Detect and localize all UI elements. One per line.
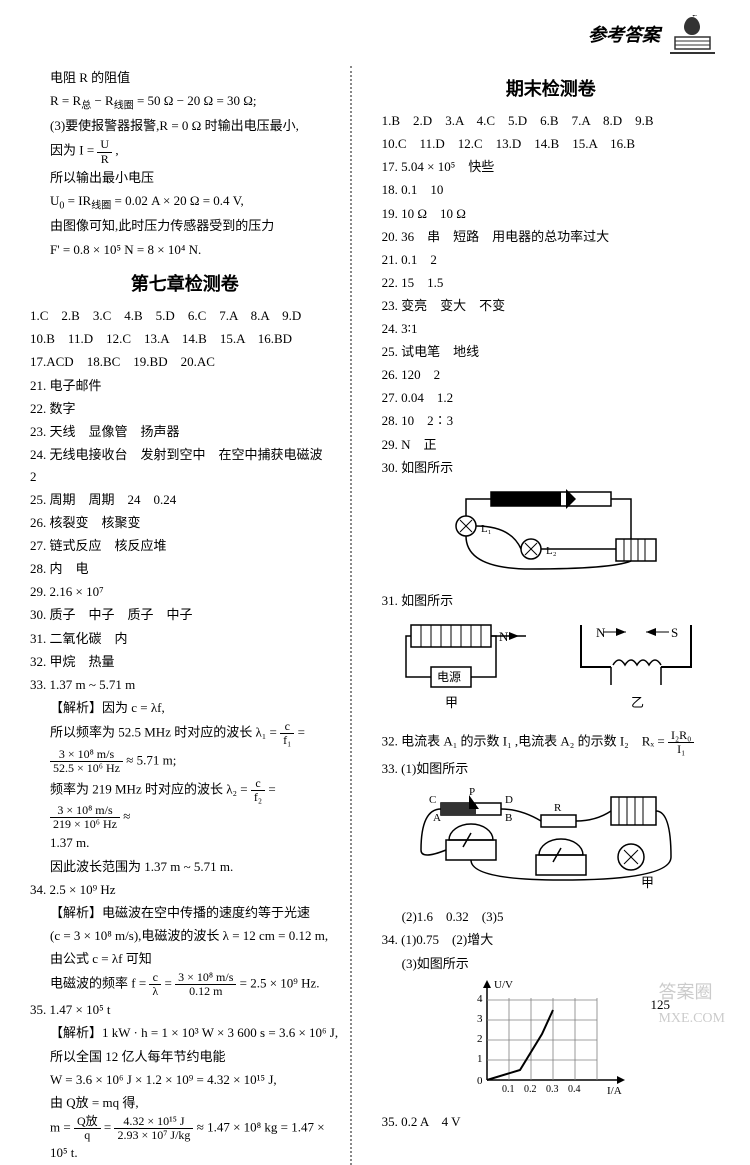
svg-text:C: C xyxy=(429,794,436,806)
svg-text:电源: 电源 xyxy=(437,670,461,684)
ch7-q29: 29. 2.16 × 10⁷ xyxy=(30,581,340,603)
fe-q19: 19. 10 Ω 10 Ω xyxy=(382,203,720,225)
ch7-q26: 26. 核裂变 核聚变 xyxy=(30,512,340,534)
preamble-p7: 由图像可知,此时压力传感器受到的压力 xyxy=(30,215,340,237)
preamble-p2: R = R总 − R线圈 = 50 Ω − 20 Ω = 30 Ω; xyxy=(30,90,340,115)
fe-q35: 35. 0.2 A 4 V xyxy=(382,1111,720,1133)
ch7-q34-a2: (c = 3 × 10⁸ m/s),电磁波的波长 λ = 12 cm = 0.1… xyxy=(30,925,340,947)
ch7-q33-analysis: 【解析】因为 c = λf, xyxy=(30,697,340,719)
svg-text:D: D xyxy=(505,794,513,806)
ch7-q32: 32. 甲烷 热量 xyxy=(30,651,340,673)
ch7-q21: 21. 电子邮件 xyxy=(30,375,340,397)
ch7-q33-conclusion: 因此波长范围为 1.37 m ~ 5.71 m. xyxy=(30,856,340,878)
svg-text:0.3: 0.3 xyxy=(546,1084,559,1095)
fe-q22: 22. 15 1.5 xyxy=(382,272,720,294)
ch7-q35-a3: W = 3.6 × 10⁶ J × 1.2 × 10⁹ = 4.32 × 10¹… xyxy=(30,1069,340,1091)
ch7-q35-a2: 所以全国 12 亿人每年节约电能 xyxy=(30,1046,340,1068)
svg-text:S: S xyxy=(671,625,678,640)
fe-q24: 24. 3∶1 xyxy=(382,318,720,340)
preamble-p8: F' = 0.8 × 10⁵ N = 8 × 10⁴ N. xyxy=(30,239,340,261)
ch7-q23: 23. 天线 显像管 扬声器 xyxy=(30,421,340,443)
fe-q29: 29. N 正 xyxy=(382,434,720,456)
fe-q33: 33. (1)如图所示 xyxy=(382,758,720,780)
fe-q31: 31. 如图所示 xyxy=(382,590,720,612)
magnet-diagram-31: N 电源 甲 N S 乙 xyxy=(382,617,720,724)
columns-container: 电阻 R 的阻值 R = R总 − R线圈 = 50 Ω − 20 Ω = 30… xyxy=(30,66,720,1165)
fe-q33-2: (2)1.6 0.32 (3)5 xyxy=(382,906,720,928)
preamble-p1: 电阻 R 的阻值 xyxy=(30,67,340,89)
svg-text:L₂: L₂ xyxy=(546,545,557,557)
ch7-q22: 22. 数字 xyxy=(30,398,340,420)
ch7-q33-calc1: 3 × 10⁸ m/s52.5 × 10⁶ Hz ≈ 5.71 m; xyxy=(30,748,340,775)
ch7-q35-a1: 【解析】1 kW · h = 1 × 10³ W × 3 600 s = 3.6… xyxy=(30,1022,340,1044)
ch7-answers3: 17.ACD 18.BC 19.BD 20.AC xyxy=(30,351,340,373)
ch7-answers2: 10.B 11.D 12.C 13.A 14.B 15.A 16.BD xyxy=(30,328,340,350)
ch7-q35: 35. 1.47 × 10⁵ t xyxy=(30,999,340,1021)
ch7-q33-lambda1: 所以频率为 52.5 MHz 时对应的波长 λ₁ = cf₁ = xyxy=(30,720,340,747)
fe-q23: 23. 变亮 变大 不变 xyxy=(382,295,720,317)
fe-q25: 25. 试电笔 地线 xyxy=(382,341,720,363)
fe-q18: 18. 0.1 10 xyxy=(382,179,720,201)
fe-q34: 34. (1)0.75 (2)增大 xyxy=(382,929,720,951)
final-exam-title: 期末检测卷 xyxy=(382,74,720,105)
ch7-q30: 30. 质子 中子 质子 中子 xyxy=(30,604,340,626)
fe-q32: 32. 电流表 A₁ 的示数 I₁ ,电流表 A₂ 的示数 I₂ Rₓ = I₂… xyxy=(382,729,720,756)
ch7-q33-lambda2: 频率为 219 MHz 时对应的波长 λ₂ = cf₂ = 3 × 10⁸ m/… xyxy=(30,777,340,832)
svg-text:P: P xyxy=(469,786,475,798)
chapter7-title: 第七章检测卷 xyxy=(30,269,340,300)
ch7-q34: 34. 2.5 × 10⁹ Hz xyxy=(30,879,340,901)
svg-text:甲: 甲 xyxy=(445,695,458,710)
preamble-p3: (3)要使报警器报警,R = 0 Ω 时输出电压最小, xyxy=(30,115,340,137)
header-title: 参考答案 xyxy=(588,25,660,45)
page-header: 参考答案 xyxy=(30,20,720,51)
fe-q27: 27. 0.04 1.2 xyxy=(382,387,720,409)
svg-text:L₁: L₁ xyxy=(481,523,492,535)
circuit-diagram-30: L₁ L₂ xyxy=(382,484,720,586)
ch7-q31: 31. 二氧化碳 内 xyxy=(30,628,340,650)
ch7-answers1: 1.C 2.B 3.C 4.B 5.D 6.C 7.A 8.A 9.D xyxy=(30,305,340,327)
ch7-q33: 33. 1.37 m ~ 5.71 m xyxy=(30,674,340,696)
circuit-diagram-33: C D A B P R 甲 xyxy=(382,785,720,902)
left-column: 电阻 R 的阻值 R = R总 − R线圈 = 50 Ω − 20 Ω = 30… xyxy=(30,66,352,1165)
svg-text:2: 2 xyxy=(477,1033,483,1045)
preamble-p4: 因为 I = UR , xyxy=(30,138,340,165)
svg-text:3: 3 xyxy=(477,1013,483,1025)
fe-answers1: 1.B 2.D 3.A 4.C 5.D 6.B 7.A 8.D 9.B xyxy=(382,110,720,132)
ch7-q34-a1: 【解析】电磁波在空中传播的速度约等于光速 xyxy=(30,902,340,924)
ch7-q24: 24. 无线电接收台 发射到空中 在空中捕获电磁波 2 xyxy=(30,444,340,488)
svg-text:0.4: 0.4 xyxy=(568,1084,581,1095)
svg-text:0.2: 0.2 xyxy=(524,1084,537,1095)
preamble-p5: 所以输出最小电压 xyxy=(30,167,340,189)
svg-text:0: 0 xyxy=(477,1075,483,1087)
svg-text:U/V: U/V xyxy=(494,980,513,991)
ch7-q27: 27. 链式反应 核反应堆 xyxy=(30,535,340,557)
svg-text:R: R xyxy=(554,802,562,814)
svg-text:B: B xyxy=(505,812,512,824)
svg-text:乙: 乙 xyxy=(631,695,644,710)
svg-text:0.1: 0.1 xyxy=(502,1084,515,1095)
fe-q28: 28. 10 2∶3 xyxy=(382,410,720,432)
svg-text:I/A: I/A xyxy=(607,1085,622,1097)
ch7-q34-a3: 由公式 c = λf 可知 xyxy=(30,948,340,970)
fe-q17: 17. 5.04 × 10⁵ 快些 xyxy=(382,156,720,178)
fe-q34-3: (3)如图所示 xyxy=(382,953,720,975)
ch7-q28: 28. 内 电 xyxy=(30,558,340,580)
fe-q26: 26. 120 2 xyxy=(382,364,720,386)
watermark: 答案圈 MXE.COM xyxy=(658,977,725,1031)
fe-q30: 30. 如图所示 xyxy=(382,457,720,479)
svg-text:甲: 甲 xyxy=(641,875,654,890)
ch7-q35-a5: m = Q放q = 4.32 × 10¹⁵ J2.93 × 10⁷ J/kg ≈… xyxy=(30,1115,340,1164)
svg-text:A: A xyxy=(433,812,441,824)
preamble-p6: U0 = IR线圈 = 0.02 A × 20 Ω = 0.4 V, xyxy=(30,190,340,215)
svg-text:1: 1 xyxy=(477,1053,483,1065)
apple-book-icon xyxy=(665,15,720,55)
fe-q21: 21. 0.1 2 xyxy=(382,249,720,271)
ch7-q34-a4: 电磁波的频率 f = cλ = 3 × 10⁸ m/s0.12 m = 2.5 … xyxy=(30,971,340,998)
fe-answers2: 10.C 11.D 12.C 13.D 14.B 15.A 16.B xyxy=(382,133,720,155)
ch7-q25: 25. 周期 周期 24 0.24 xyxy=(30,489,340,511)
svg-text:4: 4 xyxy=(477,993,483,1005)
ch7-q35-a4: 由 Q放 = mq 得, xyxy=(30,1092,340,1114)
fe-q20: 20. 36 串 短路 用电器的总功率过大 xyxy=(382,226,720,248)
ch7-q33-result2: 1.37 m. xyxy=(30,832,340,854)
